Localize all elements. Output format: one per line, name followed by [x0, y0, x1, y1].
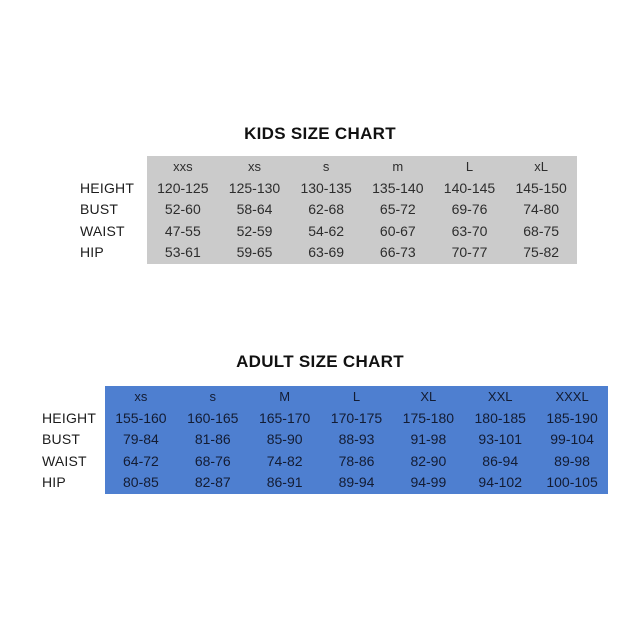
- column-header: L: [465, 159, 474, 174]
- column-header: XXL: [487, 389, 513, 404]
- column-header: xL: [534, 159, 549, 174]
- size-range-cell: 78-86: [338, 452, 375, 469]
- size-range-cell: 86-91: [266, 474, 303, 491]
- size-range-cell: 94-102: [478, 474, 522, 491]
- size-range-cell: 68-76: [194, 452, 231, 469]
- size-range-cell: 63-69: [308, 244, 345, 261]
- size-range-cell: 99-104: [550, 431, 594, 448]
- column-header: s: [209, 389, 217, 404]
- size-range-cell: 66-73: [379, 244, 416, 261]
- row-label: HEIGHT: [80, 179, 135, 196]
- size-range-cell: 85-90: [266, 431, 303, 448]
- size-range-cell: 100-105: [546, 474, 598, 491]
- kids-chart-title: KIDS SIZE CHART: [244, 124, 396, 143]
- size-range-cell: 69-76: [451, 201, 488, 218]
- size-range-cell: 82-87: [194, 474, 231, 491]
- row-label: WAIST: [42, 452, 87, 469]
- size-range-cell: 86-94: [482, 452, 519, 469]
- size-range-cell: 170-175: [330, 409, 383, 426]
- adult-size-chart: ADULT SIZE CHART HEIGHT BUST WAIST HIP xs s M…: [0, 352, 640, 494]
- size-range-cell: 89-94: [338, 474, 375, 491]
- column-header: m: [392, 159, 404, 174]
- size-range-cell: 52-59: [236, 222, 273, 239]
- size-range-cell: 74-82: [266, 452, 303, 469]
- size-range-cell: 140-145: [443, 179, 496, 196]
- size-range-cell: 65-72: [379, 201, 416, 218]
- size-range-cell: 60-67: [379, 222, 416, 239]
- kids-row-labels: HEIGHT BUST WAIST HIP: [80, 156, 147, 264]
- adult-row-labels: HEIGHT BUST WAIST HIP: [42, 386, 105, 494]
- size-range-cell: 64-72: [123, 452, 159, 469]
- column-header: xs: [134, 389, 148, 404]
- column-header: M: [279, 389, 291, 404]
- size-range-cell: 155-160: [115, 409, 167, 426]
- size-range-cell: 120-125: [157, 179, 209, 196]
- size-range-cell: 175-180: [402, 409, 455, 426]
- row-label: BUST: [42, 431, 81, 448]
- size-range-cell: 62-68: [308, 201, 345, 218]
- size-range-cell: 63-70: [451, 222, 488, 239]
- row-label: WAIST: [80, 222, 125, 239]
- size-range-cell: 125-130: [228, 179, 281, 196]
- column-header: L: [352, 389, 361, 404]
- size-range-cell: 81-86: [194, 431, 231, 448]
- size-range-cell: 82-90: [410, 452, 447, 469]
- size-range-cell: 135-140: [372, 179, 424, 196]
- column-header: xxs: [173, 159, 193, 174]
- adult-chart-title: ADULT SIZE CHART: [236, 352, 404, 371]
- column-header: xs: [247, 159, 261, 174]
- row-label: BUST: [80, 201, 119, 218]
- size-range-cell: 130-135: [300, 179, 352, 196]
- size-range-cell: 58-64: [236, 201, 273, 218]
- size-range-cell: 80-85: [123, 474, 159, 491]
- size-range-cell: 47-55: [164, 222, 201, 239]
- size-range-cell: 180-185: [474, 409, 526, 426]
- adult-size-table: xs s M L XL XXL XXXL 155-160 160-165 165-170 170-1…: [105, 386, 608, 494]
- size-range-cell: 79-84: [123, 431, 159, 448]
- size-range-cell: 74-80: [523, 201, 560, 218]
- size-range-cell: 52-60: [164, 201, 201, 218]
- size-range-cell: 145-150: [515, 179, 567, 196]
- size-range-cell: 160-165: [187, 409, 239, 426]
- size-range-cell: 54-62: [308, 222, 345, 239]
- size-range-cell: 59-65: [236, 244, 273, 261]
- kids-size-chart: KIDS SIZE CHART HEIGHT BUST WAIST HIP xxs xs…: [0, 124, 640, 264]
- column-header: XL: [420, 389, 437, 404]
- column-header: s: [322, 159, 330, 174]
- size-range-cell: 185-190: [546, 409, 598, 426]
- row-label: HIP: [80, 244, 104, 261]
- size-range-cell: 93-101: [478, 431, 522, 448]
- size-range-cell: 68-75: [523, 222, 560, 239]
- adult-chart-body: HEIGHT BUST WAIST HIP xs s M L XL XXL XXXL 155-160…: [42, 386, 640, 494]
- row-label: HIP: [42, 474, 66, 491]
- size-range-cell: 88-93: [338, 431, 375, 448]
- size-range-cell: 70-77: [451, 244, 488, 261]
- size-range-cell: 89-98: [554, 452, 590, 469]
- row-label: HEIGHT: [42, 409, 97, 426]
- size-range-cell: 75-82: [523, 244, 560, 261]
- column-header: XXXL: [555, 389, 589, 404]
- size-range-cell: 53-61: [164, 244, 201, 261]
- size-range-cell: 94-99: [410, 474, 447, 491]
- size-range-cell: 91-98: [410, 431, 447, 448]
- size-range-cell: 165-170: [258, 409, 311, 426]
